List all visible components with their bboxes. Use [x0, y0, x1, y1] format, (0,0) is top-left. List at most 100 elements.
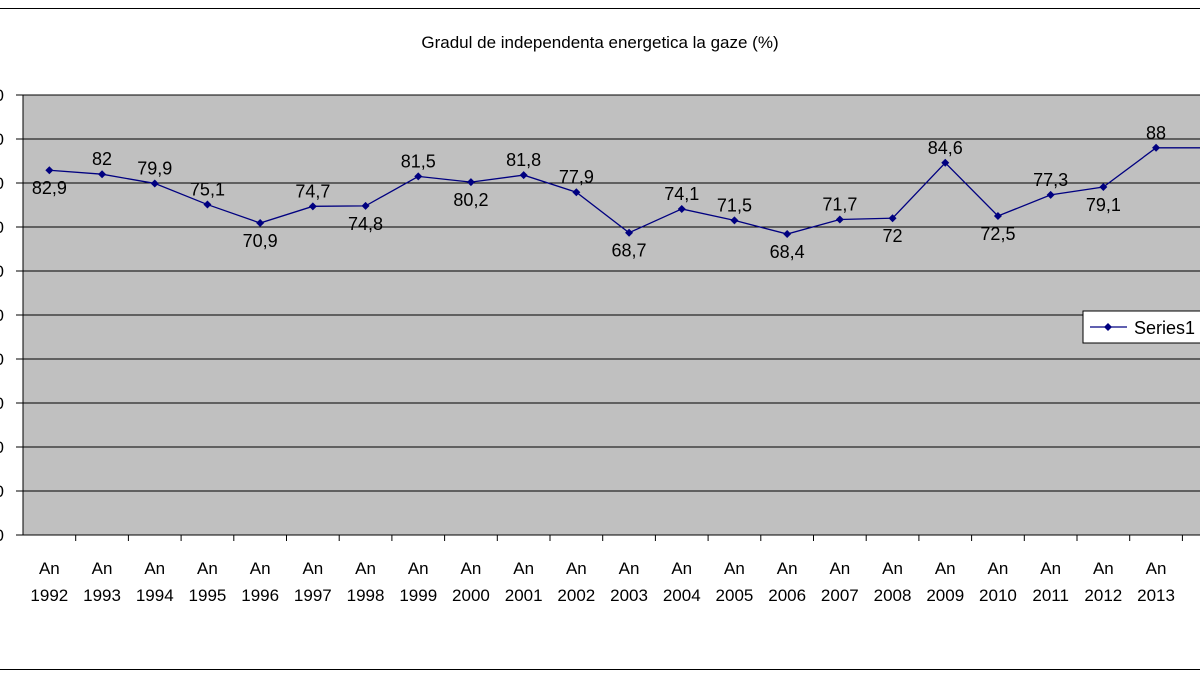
x-tick-label: 2010	[979, 586, 1017, 605]
data-point	[150, 179, 159, 188]
x-tick-label: An	[39, 559, 60, 578]
data-label: 81,5	[401, 151, 436, 171]
data-point	[466, 178, 475, 187]
data-point	[203, 200, 212, 209]
data-point	[414, 172, 423, 181]
data-label: 82,9	[32, 178, 67, 198]
x-tick-label: 2005	[716, 586, 754, 605]
y-tick-label: 80	[0, 174, 4, 193]
data-point	[677, 204, 686, 213]
x-tick-label: An	[513, 559, 534, 578]
data-point	[625, 228, 634, 237]
y-tick-label: 0	[0, 526, 4, 545]
x-tick-label: 2001	[505, 586, 543, 605]
x-tick-label: 2007	[821, 586, 859, 605]
y-tick-label: 30	[0, 394, 4, 413]
x-tick-label: An	[724, 559, 745, 578]
data-point	[941, 158, 950, 167]
data-point	[308, 202, 317, 211]
x-tick-label: An	[671, 559, 692, 578]
x-tick-label: 2002	[557, 586, 595, 605]
x-tick-label: An	[1093, 559, 1114, 578]
x-tick-label: 1995	[189, 586, 227, 605]
x-tick-label: 2013	[1137, 586, 1175, 605]
data-label: 81,8	[506, 150, 541, 170]
x-tick-label: 2011	[1032, 586, 1069, 605]
chart-border	[0, 8, 1200, 670]
data-point	[1152, 143, 1161, 152]
chart-title: Gradul de independenta energetica la gaz…	[421, 33, 778, 52]
x-tick-label: An	[619, 559, 640, 578]
data-point	[993, 212, 1002, 220]
x-tick-label: An	[92, 559, 113, 578]
data-label: 74,8	[348, 214, 383, 234]
x-tick-label: An	[408, 559, 429, 578]
data-label: 68,4	[770, 242, 805, 262]
x-tick-label: 1999	[399, 586, 437, 605]
y-tick-label: 60	[0, 262, 4, 281]
y-tick-label: 50	[0, 306, 4, 325]
data-label: 68,7	[612, 241, 647, 261]
x-tick-label: An	[882, 559, 903, 578]
x-tick-label: An	[935, 559, 956, 578]
x-tick-label: An	[461, 559, 482, 578]
data-label: 74,1	[664, 184, 699, 204]
data-label: 71,5	[717, 195, 752, 215]
data-label: 77,3	[1033, 170, 1068, 190]
x-tick-label: 1993	[83, 586, 121, 605]
x-tick-label: 1996	[241, 586, 279, 605]
data-point	[1046, 190, 1055, 199]
data-point	[783, 230, 792, 239]
x-tick-label: An	[1146, 559, 1167, 578]
data-label: 84,6	[928, 138, 963, 158]
x-tick-label: 1998	[347, 586, 385, 605]
data-point	[730, 216, 739, 225]
x-tick-label: An	[988, 559, 1009, 578]
data-label: 75,1	[190, 180, 225, 200]
data-label: 79,1	[1086, 195, 1121, 215]
data-label: 70,9	[243, 231, 278, 251]
y-tick-label: 20	[0, 438, 4, 457]
data-label: 72	[883, 226, 903, 246]
x-tick-label: An	[250, 559, 271, 578]
data-label: 74,7	[295, 181, 330, 201]
y-tick-label: 70	[0, 218, 4, 237]
data-point	[888, 214, 897, 223]
x-tick-label: An	[197, 559, 218, 578]
data-point	[45, 166, 54, 175]
x-tick-label: An	[144, 559, 165, 578]
data-label: 79,9	[137, 158, 172, 178]
data-label: 72,5	[980, 224, 1015, 244]
x-tick-label: 2009	[926, 586, 964, 605]
data-point	[98, 170, 107, 179]
x-tick-label: 2000	[452, 586, 490, 605]
x-tick-label: An	[355, 559, 376, 578]
x-tick-label: 2012	[1084, 586, 1122, 605]
x-tick-label: 1994	[136, 586, 174, 605]
x-tick-label: 2008	[874, 586, 912, 605]
x-tick-label: 1997	[294, 586, 332, 605]
x-tick-label: An	[829, 559, 850, 578]
data-point	[361, 201, 370, 210]
x-tick-label: An	[302, 559, 323, 578]
data-point	[519, 171, 528, 180]
x-tick-label: 2006	[768, 586, 806, 605]
x-tick-label: An	[566, 559, 587, 578]
data-label: 71,7	[822, 195, 857, 215]
data-point	[1099, 182, 1108, 191]
legend-label: Series1	[1134, 318, 1195, 338]
x-tick-label: 1992	[30, 586, 68, 605]
legend-marker	[1104, 323, 1112, 331]
data-label: 88	[1146, 123, 1166, 143]
data-point	[835, 215, 844, 224]
x-tick-label: An	[1040, 559, 1061, 578]
y-tick-label: 10	[0, 482, 4, 501]
data-label: 82	[92, 149, 112, 169]
y-tick-label: 100	[0, 86, 4, 105]
y-tick-label: 90	[0, 130, 4, 149]
x-tick-label: 2004	[663, 586, 701, 605]
x-tick-label: 2003	[610, 586, 648, 605]
y-tick-label: 40	[0, 350, 4, 369]
data-label: 80,2	[453, 190, 488, 210]
